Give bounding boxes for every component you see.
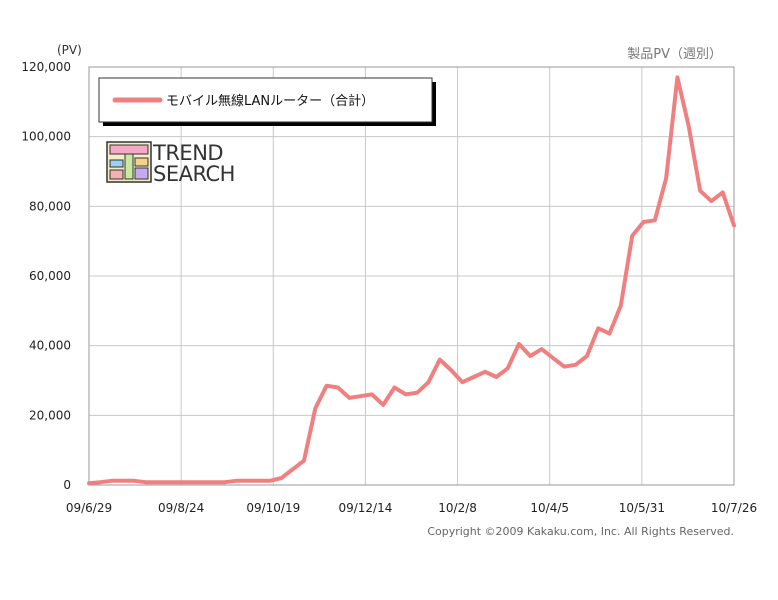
logo-text-line2: SEARCH [153,162,235,186]
y-tick-label: 20,000 [29,408,71,422]
y-tick-label: 60,000 [29,269,71,283]
copyright-notice: Copyright ©2009 Kakaku.com, Inc. All Rig… [427,525,734,538]
logo-text-line1: TREND [152,141,223,165]
plot-area-border [88,66,735,486]
y-axis-tick-labels: 0 20,000 40,000 60,000 80,000 100,000 120,000 [21,60,71,492]
x-tick-label: 09/6/29 [66,501,112,515]
series-line [87,75,736,486]
x-axis-tick-labels: 09/6/29 09/8/24 09/10/19 09/12/14 10/2/8 10/4… [66,501,757,515]
x-tick-label: 10/2/8 [438,501,477,515]
chart-title: 製品PV（週別） [627,47,722,62]
y-tick-label: 80,000 [29,199,71,213]
x-tick-label: 09/10/19 [246,501,300,515]
y-axis-unit-label: (PV) [57,43,82,57]
y-tick-label: 100,000 [21,130,71,144]
x-tick-label: 09/8/24 [158,501,204,515]
grid-lines [89,67,734,485]
legend-series-label: モバイル無線LANルーター（合計） [166,93,374,109]
y-tick-label: 40,000 [29,339,71,353]
trend-search-logo: TREND SEARCH [106,141,235,186]
y-tick-label: 0 [63,478,71,492]
legend: モバイル無線LANルーター（合計） [98,77,436,126]
x-tick-label: 09/12/14 [338,501,392,515]
x-tick-label: 10/5/31 [619,501,665,515]
x-tick-label: 10/7/26 [711,501,757,515]
x-tick-label: 10/4/5 [530,501,569,515]
y-tick-label: 120,000 [21,60,71,74]
